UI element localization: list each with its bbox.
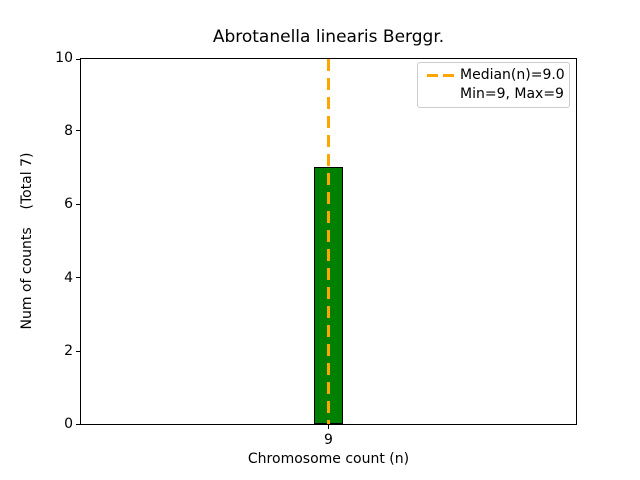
x-tick-mark — [328, 425, 330, 429]
y-tick-label-6: 6 — [64, 196, 73, 212]
median-dashed-line — [327, 59, 330, 424]
y-tick-mark — [76, 59, 80, 61]
y-tick-mark — [76, 130, 80, 132]
y-tick-mark — [76, 423, 80, 425]
legend-entry-median: Median(n)=9.0 — [460, 67, 565, 83]
chart-title: Abrotanella linearis Berggr. — [212, 27, 445, 47]
y-tick-mark — [76, 277, 80, 279]
plot-area: Median(n)=9.0 Min=9, Max=9 — [76, 58, 577, 429]
x-tick-label-9: 9 — [324, 432, 333, 448]
y-tick-label-10: 10 — [55, 50, 73, 66]
x-axis-label: Chromosome count (n) — [247, 451, 410, 467]
y-tick-label-4: 4 — [64, 270, 73, 286]
y-tick-mark — [76, 350, 80, 352]
legend-entry-minmax: Min=9, Max=9 — [460, 86, 564, 102]
y-tick-mark — [76, 203, 80, 205]
y-tick-label-8: 8 — [64, 123, 73, 139]
legend-box: Median(n)=9.0 Min=9, Max=9 — [417, 62, 570, 108]
y-axis-label: Num of counts (Total 7) — [19, 152, 35, 330]
y-tick-label-0: 0 — [64, 416, 73, 432]
y-tick-label-2: 2 — [64, 343, 73, 359]
legend-dashed-line-icon — [427, 74, 454, 77]
